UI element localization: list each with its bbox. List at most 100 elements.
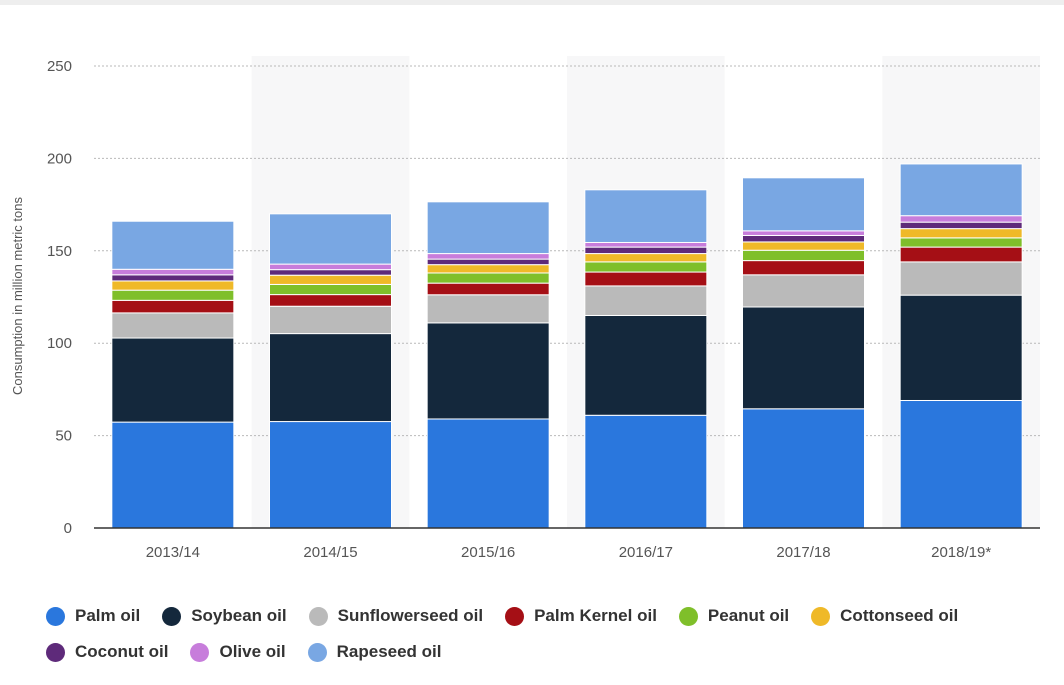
legend-label: Sunflowerseed oil — [337, 606, 484, 625]
bar-segment-cottonseed-oil — [584, 253, 708, 263]
legend-swatch — [46, 642, 65, 662]
legend-swatch — [162, 606, 182, 626]
legend-item-olive-oil[interactable]: Olive oil — [190, 642, 286, 662]
bar-segment-rapeseed-oil — [899, 163, 1023, 217]
bar-segment-coconut-oil — [426, 258, 550, 266]
bar-segment-soybean-oil — [111, 337, 235, 423]
bar-segment-olive-oil — [269, 263, 392, 271]
bar-stack — [742, 177, 865, 529]
legend-item-peanut-oil[interactable]: Peanut oil — [678, 606, 790, 626]
bar-segment-rapeseed-oil — [269, 213, 392, 265]
top-border — [0, 0, 1064, 5]
bar-segment-palm-kernel-oil — [584, 271, 708, 287]
bar-segment-sunflowerseed-oil — [269, 305, 392, 335]
stacked-bar-chart: 0 50 100 150 200 250 Consumption in million m… — [10, 56, 1040, 561]
legend-item-rapeseed-oil[interactable]: Rapeseed oil — [307, 642, 442, 662]
legend-label: Soybean oil — [191, 606, 287, 625]
legend-label: Palm oil — [75, 606, 141, 625]
bar-stack — [269, 213, 392, 529]
y-tick-label: 250 — [47, 58, 72, 75]
bar-segment-coconut-oil — [742, 234, 865, 243]
bar-segment-cottonseed-oil — [269, 274, 392, 285]
y-tick-label: 150 — [47, 243, 72, 260]
legend-label: Peanut oil — [707, 606, 790, 625]
bar-segment-sunflowerseed-oil — [899, 261, 1023, 296]
bar-segment-cottonseed-oil — [742, 241, 865, 251]
bar-segment-palm-oil — [584, 414, 708, 529]
y-tick-label: 0 — [64, 520, 72, 537]
legend-swatch — [190, 642, 210, 662]
legend-item-palm-oil[interactable]: Palm oil — [46, 606, 140, 626]
x-tick-label: 2017/18 — [776, 544, 830, 561]
legend-swatch — [307, 642, 327, 662]
x-tick-label: 2013/14 — [146, 544, 200, 561]
bar-segment-palm-oil — [899, 399, 1023, 529]
bar-segment-palm-oil — [111, 421, 235, 529]
bar-segment-olive-oil — [899, 215, 1023, 223]
bar-segment-soybean-oil — [584, 314, 708, 416]
bar-segment-rapeseed-oil — [111, 220, 235, 270]
gridlines — [94, 65, 1040, 437]
bar-stack — [426, 201, 550, 529]
bar-segment-rapeseed-oil — [742, 177, 865, 232]
legend-item-palm-kernel-oil[interactable]: Palm Kernel oil — [505, 606, 657, 626]
legend-label: Palm Kernel oil — [534, 606, 657, 625]
bar-segment-peanut-oil — [426, 272, 550, 284]
x-axis-ticks: 2013/14 2014/15 2015/16 2016/17 2017/18 2018/… — [146, 544, 992, 561]
bar-segment-palm-oil — [742, 408, 865, 529]
x-tick-label: 2015/16 — [461, 544, 515, 561]
legend-swatch — [678, 606, 698, 626]
legend-swatch — [505, 606, 525, 626]
bar-segment-sunflowerseed-oil — [584, 285, 708, 316]
bar-segment-palm-kernel-oil — [899, 246, 1023, 263]
bar-segment-palm-kernel-oil — [426, 282, 550, 296]
bar-segment-peanut-oil — [111, 289, 235, 301]
legend-swatch — [811, 606, 831, 626]
bar-segment-sunflowerseed-oil — [742, 274, 865, 308]
legend-item-cottonseed-oil[interactable]: Cottonseed oil — [811, 606, 958, 626]
legend: Palm oil Soybean oil Sunflowerseed oil P… — [46, 598, 1046, 670]
bar-segment-sunflowerseed-oil — [426, 294, 550, 324]
bar-segment-olive-oil — [426, 253, 550, 260]
bar-segment-palm-kernel-oil — [111, 299, 235, 314]
bar-segment-cottonseed-oil — [426, 264, 550, 274]
legend-row-1: Palm oil Soybean oil Sunflowerseed oil P… — [46, 598, 1046, 634]
bar-segment-rapeseed-oil — [584, 189, 708, 243]
bar-segment-olive-oil — [742, 230, 865, 236]
bar-stack — [584, 189, 708, 529]
bar-segment-peanut-oil — [584, 261, 708, 273]
bar-stack — [899, 163, 1023, 529]
bar-segment-coconut-oil — [899, 221, 1023, 230]
bar-segment-peanut-oil — [269, 283, 392, 296]
bar-segment-soybean-oil — [269, 333, 392, 423]
y-tick-label: 50 — [55, 428, 72, 445]
y-axis-ticks: 0 50 100 150 200 250 — [47, 58, 72, 537]
bar-segment-palm-kernel-oil — [742, 260, 865, 276]
bars — [111, 163, 1023, 529]
bar-segment-coconut-oil — [584, 246, 708, 255]
legend-item-coconut-oil[interactable]: Coconut oil — [46, 642, 168, 662]
legend-label: Olive oil — [219, 642, 286, 661]
bar-segment-olive-oil — [111, 268, 235, 276]
legend-label: Coconut oil — [75, 642, 169, 661]
bar-segment-sunflowerseed-oil — [111, 312, 235, 339]
legend-label: Cottonseed oil — [840, 606, 959, 625]
bar-segment-cottonseed-oil — [111, 280, 235, 291]
y-axis-title: Consumption in million metric tons — [10, 197, 25, 395]
bar-segment-soybean-oil — [899, 294, 1023, 401]
bar-segment-cottonseed-oil — [899, 228, 1023, 239]
legend-label: Rapeseed oil — [336, 642, 442, 661]
x-tick-label: 2016/17 — [619, 544, 673, 561]
legend-item-soybean-oil[interactable]: Soybean oil — [162, 606, 287, 626]
bar-segment-palm-oil — [269, 421, 392, 529]
x-tick-label: 2018/19* — [931, 544, 991, 561]
y-tick-label: 100 — [47, 335, 72, 352]
legend-row-2: Coconut oil Olive oil Rapeseed oil — [46, 634, 1046, 670]
bar-segment-palm-oil — [426, 418, 550, 529]
legend-item-sunflowerseed-oil[interactable]: Sunflowerseed oil — [308, 606, 484, 626]
bar-segment-coconut-oil — [111, 274, 235, 282]
bar-segment-peanut-oil — [742, 249, 865, 262]
bar-segment-soybean-oil — [426, 322, 550, 420]
legend-swatch — [308, 606, 328, 626]
bar-segment-rapeseed-oil — [426, 201, 550, 255]
